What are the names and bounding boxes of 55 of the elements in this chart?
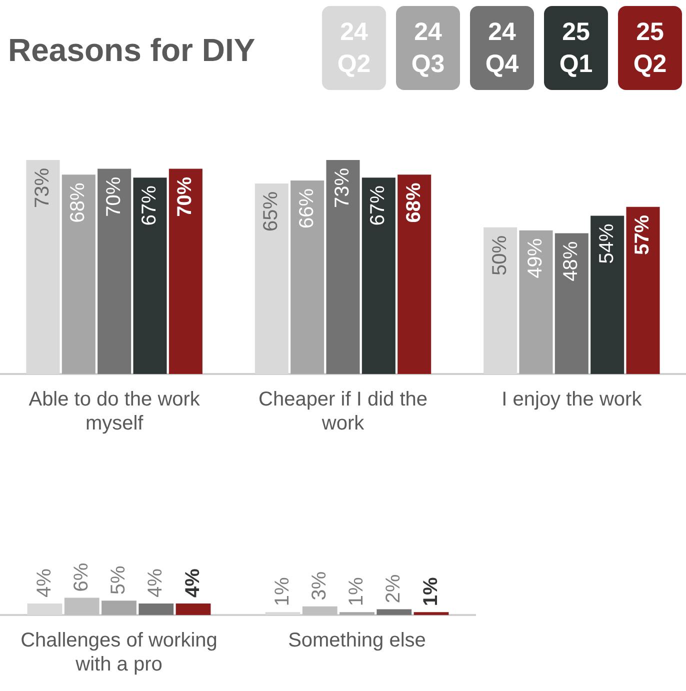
- data-label: 1%: [420, 577, 442, 606]
- bar: [362, 178, 396, 374]
- data-label: 1%: [346, 577, 368, 606]
- bar: [414, 612, 449, 615]
- data-label: 70%: [174, 176, 196, 217]
- bar: [62, 174, 96, 374]
- bar: [64, 598, 100, 615]
- x-tick-label: Able to do the work myself: [28, 388, 201, 435]
- data-label: 57%: [632, 214, 654, 255]
- x-tick-label: Cheaper if I did the work: [258, 388, 428, 435]
- data-label: 2%: [382, 574, 405, 604]
- bar: [302, 606, 338, 615]
- bar: [98, 168, 132, 374]
- data-label: 65%: [260, 191, 282, 232]
- data-label: 68%: [67, 182, 90, 223]
- data-label: 4%: [144, 568, 167, 598]
- data-label: 73%: [332, 168, 354, 208]
- data-label: 6%: [70, 562, 92, 592]
- data-label: 1%: [271, 577, 294, 606]
- bar: [554, 233, 588, 374]
- data-label: 66%: [296, 188, 318, 229]
- text: 25 Q2: [618, 6, 682, 90]
- data-label: 54%: [596, 223, 618, 264]
- data-label: 49%: [524, 238, 547, 278]
- bar: [168, 168, 202, 374]
- bar: [138, 603, 174, 615]
- bar: [133, 178, 167, 374]
- data-label: 4%: [33, 568, 56, 598]
- x-tick-label: I enjoy the work: [502, 388, 643, 411]
- bar: [326, 160, 360, 374]
- data-label: 3%: [308, 571, 330, 600]
- x-tick-label: Challenges of working with a pro: [20, 630, 218, 676]
- text: 24 Q3: [396, 6, 460, 90]
- data-label: 68%: [402, 182, 425, 223]
- data-label: 5%: [108, 565, 130, 595]
- text: 25 Q1: [544, 6, 608, 90]
- data-label: 50%: [488, 235, 511, 276]
- text: 24 Q4: [470, 6, 534, 90]
- x-tick-label: Something else: [288, 630, 426, 652]
- bar: [176, 603, 211, 615]
- bar: [102, 600, 136, 615]
- data-label: 48%: [560, 241, 582, 282]
- bar: [290, 180, 324, 374]
- data-label: 70%: [102, 176, 125, 217]
- bar: [626, 206, 660, 374]
- data-label: 67%: [367, 185, 390, 226]
- data-label: 73%: [32, 168, 54, 208]
- data-label: 67%: [138, 185, 161, 226]
- bar: [340, 612, 374, 615]
- bar: [376, 609, 412, 615]
- bar: [519, 230, 553, 374]
- chart-title: Reasons for DIY: [8, 32, 256, 69]
- bar: [590, 216, 624, 374]
- data-label: 4%: [182, 568, 204, 598]
- bar: [398, 174, 432, 374]
